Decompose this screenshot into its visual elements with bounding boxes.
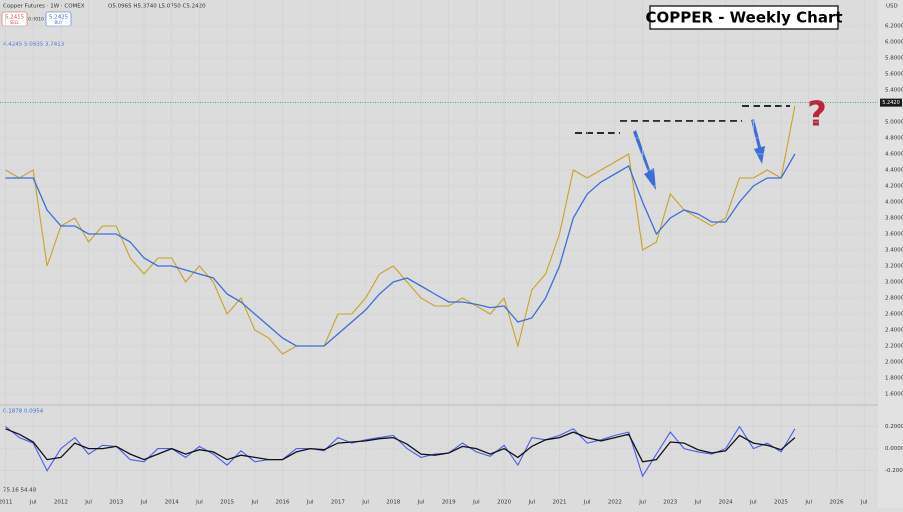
y-tick-label: 5.8000 bbox=[885, 56, 903, 62]
price-tag bbox=[880, 98, 902, 107]
y-tick-label: 3.6000 bbox=[885, 232, 903, 238]
x-tick-label: Jul bbox=[860, 500, 868, 506]
bottom-values: 75.16 54.48 bbox=[3, 488, 37, 494]
arrow bbox=[633, 130, 656, 190]
x-tick-label: Jul bbox=[140, 500, 148, 506]
y-tick-label: 3.2000 bbox=[885, 264, 903, 270]
y-tick-label: 2.2000 bbox=[885, 344, 903, 350]
x-tick-label: 2019 bbox=[442, 500, 456, 506]
x-tick-label: 2021 bbox=[552, 500, 566, 506]
y-tick-label: 6.2000 bbox=[885, 24, 903, 30]
y-tick-label: 3.0000 bbox=[885, 280, 903, 286]
x-tick-label: 2023 bbox=[663, 500, 677, 506]
y-tick-label: 2.4000 bbox=[885, 328, 903, 334]
x-tick-label: 2014 bbox=[165, 500, 179, 506]
series-line bbox=[5, 153, 796, 347]
x-tick-label: Jul bbox=[527, 500, 535, 506]
x-tick-label: Jul bbox=[250, 500, 258, 506]
x-tick-label: 2017 bbox=[331, 500, 345, 506]
x-tick-label: Jul bbox=[195, 500, 203, 506]
arrow bbox=[751, 119, 765, 164]
x-tick-label: Jul bbox=[417, 500, 425, 506]
y-tick-label: -0.2000 bbox=[885, 468, 903, 474]
x-tick-label: Jul bbox=[84, 500, 92, 506]
y-tick-label: 3.4000 bbox=[885, 248, 903, 254]
series-line bbox=[5, 425, 796, 478]
x-tick-label: 2022 bbox=[608, 500, 622, 506]
sell-label: SELL bbox=[10, 20, 20, 25]
y-tick-label: 2.0000 bbox=[885, 360, 903, 366]
buy-label: BUY bbox=[54, 20, 63, 25]
series-line bbox=[5, 428, 796, 463]
y-tick-label: 5.4000 bbox=[885, 88, 903, 94]
y-tick-label: 2.6000 bbox=[885, 312, 903, 318]
currency: USD bbox=[886, 4, 898, 10]
x-tick-label: 2011 bbox=[0, 500, 13, 506]
y-tick-label: 4.6000 bbox=[885, 152, 903, 158]
y-tick-label: 1.6000 bbox=[885, 392, 903, 398]
y-tick-label: 3.8000 bbox=[885, 216, 903, 222]
price-axis bbox=[878, 0, 903, 508]
x-tick-label: Jul bbox=[804, 500, 812, 506]
y-tick-label: 5.6000 bbox=[885, 72, 903, 78]
title-box bbox=[649, 5, 839, 30]
x-tick-label: 2012 bbox=[54, 500, 68, 506]
y-tick-label: 0.0000 bbox=[885, 446, 903, 452]
x-tick-label: Jul bbox=[749, 500, 757, 506]
x-tick-label: 2016 bbox=[276, 500, 290, 506]
chart-title: COPPER - Weekly Chart bbox=[645, 9, 842, 27]
y-tick-label: 5.0000 bbox=[885, 120, 903, 126]
question-mark: ? bbox=[807, 95, 827, 135]
buy-price: 5.2425 bbox=[49, 15, 69, 21]
y-tick-label: 6.0000 bbox=[885, 40, 903, 46]
x-tick-label: Jul bbox=[694, 500, 702, 506]
spread: 0.0010 bbox=[28, 17, 44, 23]
x-tick-label: Jul bbox=[306, 500, 314, 506]
price-label: 5.2420 bbox=[882, 100, 900, 106]
resistance-lines bbox=[575, 105, 790, 134]
x-tick-label: 2020 bbox=[497, 500, 511, 506]
indicator-values: 4.4245 5.0835 3.7413 bbox=[3, 42, 65, 48]
x-tick-label: 2015 bbox=[220, 500, 234, 506]
x-tick-label: 2026 bbox=[829, 500, 843, 506]
series-line bbox=[5, 105, 796, 355]
y-tick-label: 2.8000 bbox=[885, 296, 903, 302]
x-tick-label: 2013 bbox=[109, 500, 123, 506]
x-tick-label: Jul bbox=[361, 500, 369, 506]
y-tick-label: 0.2000 bbox=[885, 424, 903, 430]
x-tick-label: 2025 bbox=[774, 500, 788, 506]
oscillator-values: 0.1878 0.0954 bbox=[3, 409, 44, 415]
x-tick-label: Jul bbox=[638, 500, 646, 506]
symbol: Copper Futures · 1W · COMEX bbox=[3, 4, 85, 10]
x-tick-label: Jul bbox=[472, 500, 480, 506]
y-tick-label: 4.8000 bbox=[885, 136, 903, 142]
ohlc: O5.0965 H5.3740 L5.0750 C5.2420 bbox=[108, 4, 206, 10]
x-tick-label: Jul bbox=[29, 500, 37, 506]
x-tick-label: 2024 bbox=[719, 500, 733, 506]
x-tick-label: Jul bbox=[583, 500, 591, 506]
y-tick-label: 4.2000 bbox=[885, 184, 903, 190]
y-tick-label: 4.0000 bbox=[885, 200, 903, 206]
sell-price: 5.2415 bbox=[5, 15, 25, 21]
x-tick-label: 2018 bbox=[386, 500, 400, 506]
y-tick-label: 4.4000 bbox=[885, 168, 903, 174]
y-tick-label: 1.8000 bbox=[885, 376, 903, 382]
